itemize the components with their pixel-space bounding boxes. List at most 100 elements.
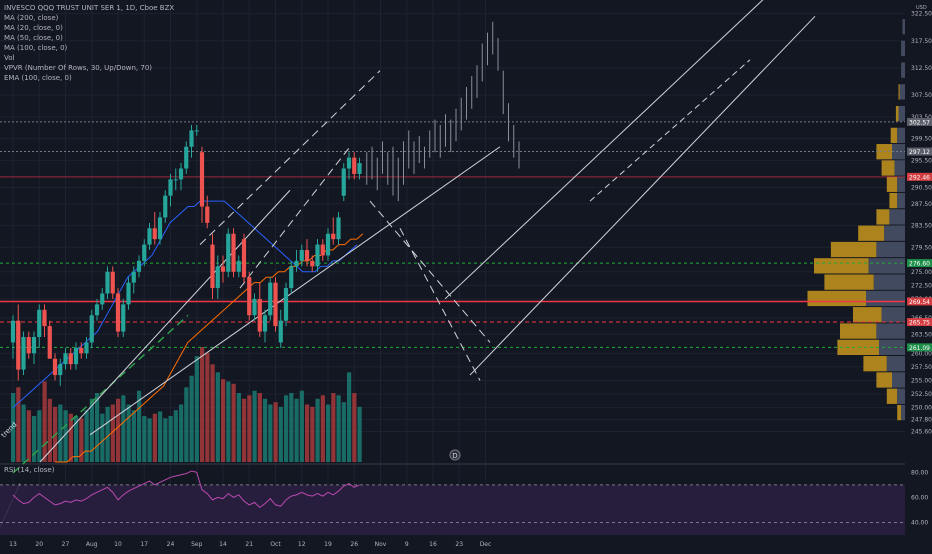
- volume-bar-52: [284, 395, 289, 462]
- candle-body-5: [37, 309, 42, 337]
- price-label-5: 265.75: [909, 320, 930, 327]
- currency-label: USD: [916, 5, 927, 11]
- time-label-16: 16: [429, 541, 437, 548]
- candle-body-64: [346, 157, 352, 169]
- volume-bar-50: [273, 402, 278, 462]
- candle-body-29: [163, 195, 168, 218]
- time-label-7: Sep: [191, 541, 203, 548]
- candle-body-12: [73, 347, 79, 365]
- vp-up-bar-19: [863, 356, 887, 372]
- volume-bar-36: [200, 347, 205, 462]
- legend-study-ma20[interactable]: MA (20, close, 0): [4, 24, 63, 32]
- price-tick-15: 290.50: [911, 185, 932, 192]
- legend-study-ema100[interactable]: EMA (100, close, 0): [4, 74, 72, 82]
- vp-down-bar-3: [899, 84, 905, 100]
- candle-body-2: [21, 336, 26, 370]
- price-label-2: 292.46: [909, 174, 930, 181]
- volume-bar-24: [137, 390, 142, 462]
- time-label-6: 24: [167, 541, 175, 548]
- vp-up-bar-14: [824, 274, 874, 290]
- volume-bar-41: [226, 381, 231, 462]
- volume-bar-32: [179, 404, 184, 462]
- time-label-4: 10: [114, 541, 122, 548]
- vp-down-bar-12: [876, 241, 905, 258]
- vp-down-bar-1: [901, 40, 905, 57]
- volume-bar-28: [158, 411, 163, 462]
- volume-bar-44: [242, 398, 247, 462]
- volume-bar-14: [84, 410, 89, 462]
- volume-bar-64: [347, 372, 352, 462]
- legend-study-ma100[interactable]: MA (100, close, 0): [4, 44, 68, 52]
- candle-body-37: [205, 206, 210, 223]
- volume-bar-17: [100, 413, 105, 462]
- volume-bar-34: [189, 375, 194, 462]
- candle-body-63: [341, 168, 346, 196]
- candle-body-49: [268, 282, 273, 316]
- rsi-legend[interactable]: RSI (14, close): [4, 466, 55, 474]
- legend-study-ma50[interactable]: MA (50, close, 0): [4, 34, 63, 42]
- time-label-8: 14: [219, 541, 227, 548]
- volume-bar-43: [236, 393, 241, 462]
- volume-bar-51: [278, 406, 283, 462]
- vp-up-bar-9: [889, 192, 898, 209]
- legend-study-vol[interactable]: Vol: [4, 54, 15, 62]
- price-tick-18: 303.50: [911, 114, 932, 121]
- ma-orange-line: [55, 233, 364, 463]
- volume-bar-38: [210, 364, 215, 462]
- channel-dashed-right-b: [399, 228, 481, 381]
- candle-body-65: [352, 157, 357, 174]
- volume-bar-12: [74, 416, 79, 462]
- volume-bar-29: [163, 418, 168, 462]
- candle-body-14: [84, 342, 89, 354]
- legend-study-ma200[interactable]: MA (200, close): [4, 14, 59, 22]
- candle-body-35: [194, 130, 199, 132]
- time-label-2: 27: [62, 541, 70, 548]
- price-tick-13: 283.50: [911, 223, 932, 230]
- event-marker-label: D: [452, 452, 457, 460]
- volume-bar-23: [131, 410, 136, 462]
- candle-body-1: [16, 320, 21, 370]
- price-axis-bg: [905, 0, 932, 550]
- price-tick-0: 245.60: [911, 429, 932, 436]
- price-label-6: 261.09: [909, 345, 930, 352]
- price-tick-21: 317.50: [911, 38, 932, 45]
- time-label-18: Dec: [480, 541, 492, 548]
- volume-bar-37: [205, 352, 210, 462]
- vp-down-bar-4: [898, 105, 905, 122]
- rising-channel-mid: [589, 59, 751, 202]
- vp-up-bar-20: [876, 372, 892, 388]
- vp-up-bar-16: [853, 307, 882, 323]
- volume-bar-57: [310, 406, 315, 462]
- price-tick-16: 295.50: [911, 157, 932, 164]
- volume-bar-2: [21, 404, 26, 462]
- volume-bar-22: [126, 404, 131, 462]
- time-label-13: 26: [350, 541, 358, 548]
- vp-up-bar-10: [876, 209, 890, 225]
- volume-bar-27: [152, 413, 157, 462]
- price-tick-2: 250.00: [911, 405, 932, 412]
- volume-bar-6: [42, 381, 47, 462]
- candle-body-60: [325, 233, 331, 256]
- vp-up-bar-12: [830, 241, 877, 258]
- candle-body-50: [273, 282, 278, 327]
- legend-symbol[interactable]: INVESCO QQQ TRUST UNIT SER 1, 1D, Cboe B…: [4, 4, 175, 12]
- candle-body-9: [58, 364, 63, 376]
- volume-bar-11: [68, 413, 73, 462]
- chart-legend: INVESCO QQQ TRUST UNIT SER 1, 1D, Cboe B…: [4, 3, 174, 83]
- vp-down-bar-0: [902, 19, 905, 35]
- rsi-tick-1: 60.00: [911, 494, 928, 501]
- price-label-bg-4: [907, 297, 932, 306]
- candle-body-36: [199, 152, 205, 207]
- volume-profile: [807, 19, 905, 421]
- channel-dashed-lower: [239, 146, 351, 289]
- legend-study-vpvr[interactable]: VPVR (Number Of Rows, 30, Up/Down, 70): [4, 64, 153, 72]
- price-tick-12: 279.50: [911, 244, 932, 251]
- time-label-9: 21: [245, 541, 253, 548]
- vp-down-bar-6: [892, 144, 905, 160]
- volume-bar-20: [116, 398, 121, 462]
- candle-body-59: [320, 244, 325, 256]
- price-tick-14: 287.50: [911, 201, 932, 208]
- volume-bar-62: [336, 395, 341, 462]
